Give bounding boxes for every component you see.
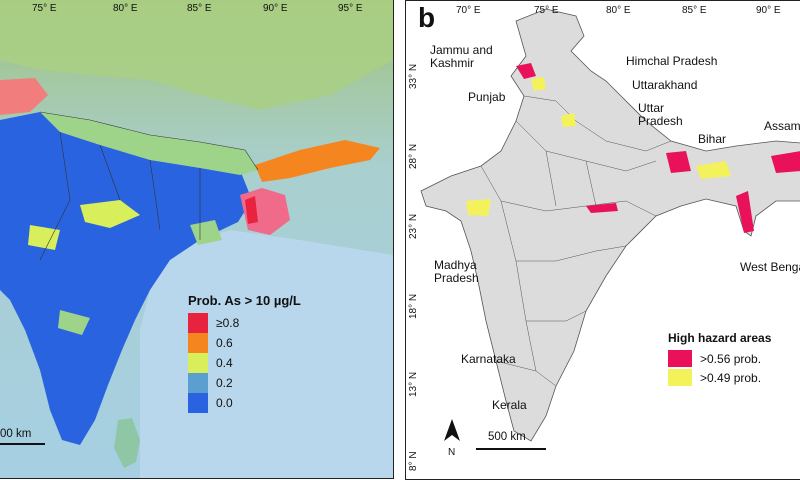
bay-of-bengal	[140, 230, 393, 478]
a-legend-row: 0.2	[188, 373, 393, 393]
b-legend-swatch	[668, 369, 692, 386]
state-label-jammu: Jammu and Kashmir	[430, 43, 493, 70]
a-legend-label: 0.4	[216, 356, 233, 370]
a-legend-label: ≥0.8	[216, 316, 240, 330]
hotspot-haryana	[561, 113, 576, 127]
a-legend-swatch	[188, 333, 208, 353]
gangetic-plain	[40, 112, 258, 175]
state-label-himachal: Himchal Pradesh	[626, 54, 718, 68]
lon-tick: 85° E	[682, 5, 707, 16]
east-patch	[190, 220, 222, 245]
lat-tick: 13° N	[408, 371, 419, 397]
northeast-hotspot	[255, 140, 380, 182]
state-label-assam: Assam	[764, 119, 800, 133]
south-patch	[58, 310, 90, 335]
lat-tick: 8° N	[408, 451, 419, 471]
north-arrow	[444, 419, 460, 441]
lon-tick: 85° E	[187, 3, 212, 14]
scale-label-b: 500 km	[488, 431, 526, 443]
a-legend-row: ≥0.8	[188, 313, 393, 333]
hazard-legend-title: High hazard areas	[668, 331, 772, 345]
a-legend-label: 0.6	[216, 336, 233, 350]
hotspot-gujarat	[466, 199, 491, 216]
lon-tick: 80° E	[113, 3, 138, 14]
b-legend-row: >0.56 prob.	[668, 349, 800, 368]
lon-tick: 75° E	[32, 3, 57, 14]
a-legend-row: 0.0	[188, 393, 393, 413]
lon-tick: 75° E	[534, 5, 559, 16]
probability-map-graphic	[0, 0, 393, 478]
lat-tick: 33° N	[408, 63, 419, 89]
state-label-karnataka: Karnataka	[461, 352, 516, 366]
lon-tick: 90° E	[263, 3, 288, 14]
scale-label-a: 00 km	[0, 428, 32, 440]
west-patch	[28, 225, 60, 250]
state-label-madhya: Madhya Pradesh	[434, 258, 479, 285]
indian-peninsula	[0, 112, 252, 445]
probability-legend: Prob. As > 10 µg/L ≥0.8 0.6 0.4 0.2 0.0	[188, 293, 393, 413]
lat-tick: 23° N	[408, 213, 419, 239]
lon-tick: 80° E	[606, 5, 631, 16]
b-legend-label: >0.56 prob.	[700, 351, 762, 366]
legend-title: Prob. As > 10 µg/L	[188, 293, 301, 308]
himalaya-region	[0, 0, 393, 110]
state-borders-b	[480, 95, 672, 387]
lat-tick: 18° N	[408, 293, 419, 319]
hotspot-assam	[771, 151, 800, 173]
a-legend-label: 0.2	[216, 376, 233, 390]
lat-tick: 28° N	[408, 143, 419, 169]
hazard-map-graphic	[420, 8, 800, 450]
panel-a-probability-map: 75° E 80° E 85° E 90° E 95° E Prob. As >…	[0, 0, 394, 479]
hotspot-bihar	[666, 151, 691, 173]
a-legend-swatch	[188, 393, 208, 413]
state-label-punjab: Punjab	[468, 90, 506, 104]
a-legend-swatch	[188, 313, 208, 333]
hazard-legend: High hazard areas >0.56 prob. >0.49 prob.	[668, 331, 800, 387]
lon-tick: 95° E	[338, 3, 363, 14]
panel-b-hazard-map: b 70° E 75° E 80° E 85° E 90° E 33° N 28…	[405, 0, 800, 480]
central-patch	[80, 200, 140, 228]
hotspot-jammu	[516, 63, 536, 79]
b-legend-label: >0.49 prob.	[700, 370, 762, 385]
state-borders	[39, 111, 259, 261]
hotspot-west-bengal	[736, 191, 754, 233]
a-legend-label: 0.0	[216, 396, 233, 410]
b-legend-swatch	[668, 350, 692, 367]
lon-tick: 70° E	[456, 5, 481, 16]
hotspot-ganges	[696, 161, 731, 179]
hotspot-punjab	[531, 77, 546, 91]
state-label-kerala: Kerala	[492, 398, 527, 412]
sri-lanka	[114, 418, 140, 468]
india-outline	[420, 8, 800, 442]
state-label-bihar: Bihar	[698, 132, 727, 146]
lon-tick: 90° E	[756, 5, 781, 16]
b-legend-row: >0.49 prob.	[668, 368, 800, 387]
panel-letter: b	[418, 2, 436, 33]
a-legend-row: 0.6	[188, 333, 393, 353]
state-label-west-bengal: West Bengal	[740, 260, 800, 274]
north-label: N	[448, 447, 456, 458]
a-legend-row: 0.4	[188, 353, 393, 373]
bengal-core	[245, 196, 258, 224]
state-label-uttarakhand: Uttarakhand	[632, 78, 698, 92]
state-label-uttar: Uttar Pradesh	[638, 101, 683, 128]
a-legend-swatch	[188, 373, 208, 393]
west-hotspot	[0, 78, 48, 115]
a-legend-swatch	[188, 353, 208, 373]
hotspot-central	[586, 203, 618, 213]
